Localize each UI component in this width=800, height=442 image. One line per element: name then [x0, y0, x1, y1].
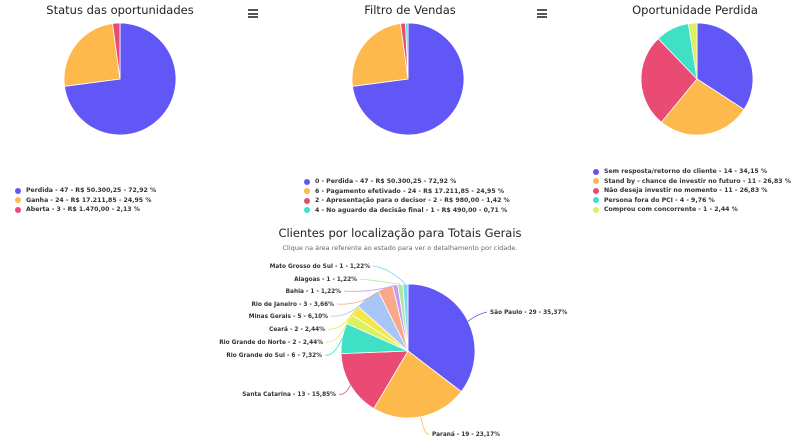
legend-status: Perdida - 47 - R$ 50.300,25 - 72,92 % Gan… [15, 186, 156, 215]
legend-filtro: 0 - Perdida - 47 - R$ 50.300,25 - 72,92 … [304, 177, 510, 215]
hamburger-menu-icon[interactable] [248, 9, 258, 18]
pie-slice-6-pagamento-efetivado[interactable] [351, 23, 409, 87]
legend-marker-icon [593, 187, 599, 194]
data-label: Rio Grande do Sul - 6 - 7,32% [226, 353, 322, 359]
legend-label: Não deseja investir no momento - 11 - 26… [604, 187, 768, 195]
data-label: Alagoas - 1 - 1,22% [294, 277, 357, 283]
legend-perdida: Sem resposta/retorno do cliente - 14 - 3… [593, 167, 791, 215]
legend-item[interactable]: Aberta - 3 - R$ 1.470,00 - 2,13 % [15, 205, 156, 215]
legend-label: 4 - No aguardo da decisão final - 1 - R$… [315, 206, 508, 214]
legend-marker-icon [593, 178, 599, 185]
legend-item[interactable]: Stand by - chance de investir no futuro … [593, 177, 791, 187]
pie-slice-4-no-aguardo-da-decis-o-final[interactable] [405, 22, 409, 80]
data-label: São Paulo - 29 - 35,37% [490, 310, 567, 316]
label-connector [372, 265, 406, 285]
legend-item[interactable]: Ganha - 24 - R$ 17.211,85 - 24,95 % [15, 196, 156, 206]
label-connector [420, 416, 430, 435]
legend-label: 2 - Apresentação para o decisor - 2 - R$… [315, 197, 510, 205]
chart-title-localizacao: Clientes por localização para Totais Ger… [278, 226, 522, 240]
chart-title-filtro: Filtro de Vendas [364, 3, 456, 17]
chart-title-perdida: Oportunidade Perdida [632, 3, 758, 17]
legend-label: Aberta - 3 - R$ 1.470,00 - 2,13 % [26, 206, 140, 214]
data-label: Bahia - 1 - 1,22% [286, 289, 342, 295]
label-connector [359, 278, 401, 285]
pie-slice-aberta[interactable] [112, 22, 121, 80]
legend-label: Ganha - 24 - R$ 17.211,85 - 24,95 % [26, 196, 152, 204]
pie-slice-s-o-paulo[interactable] [407, 283, 476, 393]
data-label: Rio de Janeiro - 3 - 3,66% [251, 302, 334, 308]
legend-label: Comprou com concorrente - 1 - 2,44 % [604, 206, 738, 214]
legend-item[interactable]: Comprou com concorrente - 1 - 2,44 % [593, 205, 791, 215]
pie-slice-ganha[interactable] [63, 23, 121, 87]
hamburger-menu-icon[interactable] [537, 9, 547, 18]
legend-marker-icon [304, 197, 310, 204]
label-connector [330, 297, 368, 317]
legend-item[interactable]: Persona fora do PCI - 4 - 9,76 % [593, 196, 791, 206]
pie-slice-mato-grosso-do-sul[interactable] [402, 283, 409, 352]
legend-marker-icon [304, 188, 310, 195]
legend-label: 0 - Perdida - 47 - R$ 50.300,25 - 72,92 … [315, 178, 457, 186]
legend-label: Perdida - 47 - R$ 50.300,25 - 72,92 % [26, 187, 157, 195]
pie-slice-n-o-deseja-investir-no-momento[interactable] [640, 38, 698, 123]
legend-label: Sem resposta/retorno do cliente - 14 - 3… [604, 168, 768, 176]
label-connector [338, 385, 351, 395]
legend-label: Persona fora do PCI - 4 - 9,76 % [604, 196, 715, 204]
legend-item[interactable]: 6 - Pagamento efetivado - 24 - R$ 17.211… [304, 187, 510, 197]
data-label: Santa Catarina - 13 - 15,85% [242, 392, 336, 398]
legend-marker-icon [15, 187, 21, 194]
data-label: Rio Grande do Norte - 2 - 2,44% [219, 340, 323, 346]
data-label: Ceará - 2 - 2,44% [269, 326, 325, 333]
legend-marker-icon [304, 207, 310, 214]
legend-marker-icon [593, 168, 599, 175]
legend-label: 6 - Pagamento efetivado - 24 - R$ 17.211… [315, 187, 505, 195]
legend-item[interactable]: 2 - Apresentação para o decisor - 2 - R$… [304, 196, 510, 206]
legend-item[interactable]: Não deseja investir no momento - 11 - 26… [593, 186, 791, 196]
legend-label: Stand by - chance de investir no futuro … [604, 177, 791, 185]
data-label: Mato Grosso do Sul - 1 - 1,22% [270, 264, 371, 270]
data-label: Paraná - 19 - 23,17% [432, 431, 500, 438]
pie-slice-paran-[interactable] [373, 350, 462, 419]
pie-slice-comprou-com-concorrente[interactable] [687, 22, 698, 80]
legend-marker-icon [15, 197, 21, 204]
chart-title-status: Status das oportunidades [46, 3, 194, 17]
legend-marker-icon [593, 206, 599, 213]
pie-slice-stand-by-chance-de-investir-no-futuro[interactable] [660, 78, 745, 136]
legend-item[interactable]: Perdida - 47 - R$ 50.300,25 - 72,92 % [15, 186, 156, 196]
legend-item[interactable]: Sem resposta/retorno do cliente - 14 - 3… [593, 167, 791, 177]
label-connector [325, 318, 350, 343]
legend-marker-icon [15, 206, 21, 213]
legend-item[interactable]: 0 - Perdida - 47 - R$ 50.300,25 - 72,92 … [304, 177, 510, 187]
legend-marker-icon [304, 178, 310, 185]
label-connector [343, 284, 396, 292]
label-connector [467, 311, 488, 322]
data-label: Minas Gerais - 5 - 6,10% [249, 314, 328, 320]
label-connector [336, 287, 386, 305]
label-connector [327, 310, 356, 330]
legend-item[interactable]: 4 - No aguardo da decisão final - 1 - R$… [304, 206, 510, 216]
label-connector [324, 338, 343, 356]
chart-subtitle-localizacao: Clique na área referente ao estado para … [282, 244, 518, 252]
legend-marker-icon [593, 197, 599, 204]
